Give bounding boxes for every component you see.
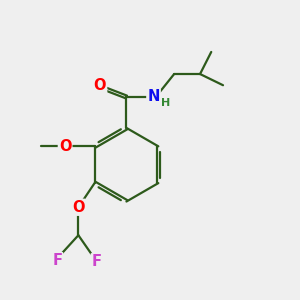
Text: F: F <box>52 253 62 268</box>
Text: O: O <box>94 78 106 93</box>
Text: O: O <box>72 200 85 215</box>
Text: O: O <box>59 139 71 154</box>
Text: H: H <box>161 98 170 108</box>
Text: F: F <box>92 254 102 269</box>
Text: N: N <box>147 89 160 104</box>
